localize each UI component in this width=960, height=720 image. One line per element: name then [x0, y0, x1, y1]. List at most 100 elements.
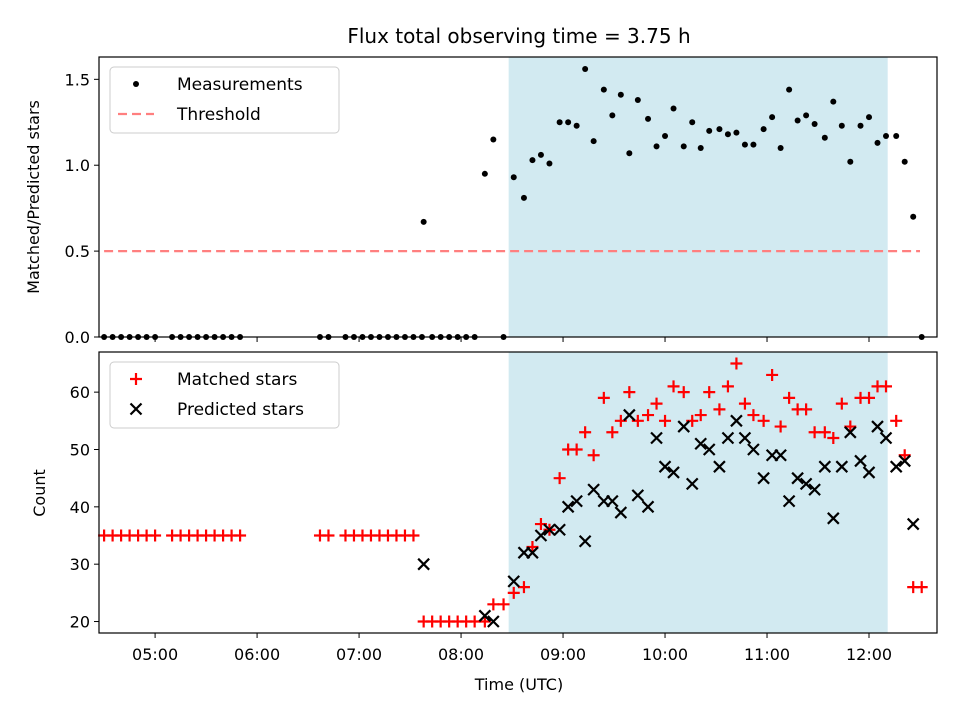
data-point [774, 448, 787, 462]
legend-label: Predicted stars [177, 400, 304, 420]
data-point [570, 443, 583, 456]
data-point [898, 449, 911, 462]
legend-box [109, 361, 340, 429]
data-point [582, 66, 589, 73]
data-point [901, 158, 908, 165]
data-point [730, 414, 743, 428]
data-point [617, 91, 624, 98]
legend-label: Measurements [177, 75, 303, 95]
data-point [694, 437, 708, 451]
data-point [623, 408, 636, 422]
data-point [880, 380, 893, 393]
data-point [556, 119, 563, 126]
legend: Matched stars Predicted stars [109, 361, 340, 429]
plot-frame [98, 351, 938, 634]
data-point [757, 471, 770, 485]
data-point [862, 466, 876, 479]
data-point [747, 443, 760, 456]
y-axis-label-ratio: Matched/Predicted stars [24, 100, 43, 294]
legend-swatch [133, 81, 139, 87]
data-point [667, 380, 680, 393]
data-point [677, 386, 690, 399]
legend-label: Matched stars [177, 370, 297, 390]
x-tick-label: 08:00 [438, 645, 484, 664]
data-point [800, 403, 813, 416]
data-point [650, 431, 663, 445]
data-point [487, 615, 500, 628]
count-panel: 20 30 40 50 60 05:00 06:00 07:00 08:00 09:00 10:00… [70, 351, 938, 664]
data-point [573, 122, 580, 129]
data-point [702, 443, 716, 456]
data-point [883, 133, 890, 140]
data-point [835, 460, 849, 473]
data-point [659, 414, 672, 427]
data-point [662, 133, 669, 140]
data-point [766, 368, 779, 381]
legend-swatch [130, 373, 142, 385]
data-point [694, 409, 707, 422]
data-point [650, 397, 663, 410]
legend-label: Threshold [176, 105, 261, 125]
data-point [634, 96, 641, 103]
data-point [716, 126, 723, 133]
data-point [830, 98, 837, 105]
y-tick-label: 0.0 [65, 328, 90, 347]
legend-box [109, 66, 340, 134]
data-point [906, 517, 920, 531]
y-tick-label: 1.0 [65, 156, 90, 175]
data-point [777, 145, 784, 152]
data-point [724, 131, 731, 138]
data-point [517, 581, 530, 594]
y-tick-label: 60 [70, 383, 90, 402]
data-point [626, 150, 633, 157]
data-point [733, 129, 740, 136]
legend: Measurements Threshold [109, 66, 340, 134]
data-point [697, 145, 704, 152]
x-tick-label: 07:00 [336, 645, 382, 664]
data-point [721, 431, 735, 445]
y-tick-label: 40 [70, 498, 90, 517]
data-point [587, 449, 600, 462]
x-tick-label: 10:00 [642, 645, 688, 664]
data-point [653, 143, 660, 150]
data-point [854, 454, 867, 468]
data-point [721, 380, 734, 393]
data-point [811, 120, 818, 127]
data-point [553, 472, 566, 485]
data-point [786, 86, 793, 93]
data-point [680, 143, 687, 150]
data-point [570, 494, 583, 508]
data-point [838, 122, 845, 129]
data-point [808, 483, 821, 496]
data-point [791, 471, 804, 485]
observing-window-shade [508, 57, 888, 337]
data-point [478, 609, 492, 623]
data-point [774, 420, 787, 433]
data-point [706, 127, 713, 134]
observing-window-shade [508, 352, 888, 633]
data-point [590, 138, 597, 145]
x-tick-label: 11:00 [744, 645, 790, 664]
data-point [507, 575, 521, 588]
legend-swatch [129, 402, 143, 416]
y-tick-label: 20 [70, 613, 90, 632]
data-point [835, 397, 848, 410]
ratio-panel: 0.0 0.5 1.0 1.5 Measurements Threshold [65, 56, 938, 347]
data-point [730, 357, 743, 370]
data-point [600, 86, 607, 93]
data-point [910, 213, 917, 220]
data-point [478, 615, 491, 628]
data-point [871, 420, 884, 433]
y-tick-label: 1.5 [65, 70, 90, 89]
data-point [645, 115, 652, 122]
data-point [794, 117, 801, 124]
data-point [750, 141, 757, 148]
data-point [641, 500, 655, 514]
data-point [782, 494, 796, 508]
data-point [893, 133, 900, 140]
data-point [827, 432, 840, 445]
y-tick-label: 30 [70, 555, 90, 574]
x-tick-label: 12:00 [846, 645, 892, 664]
data-point [821, 134, 828, 141]
